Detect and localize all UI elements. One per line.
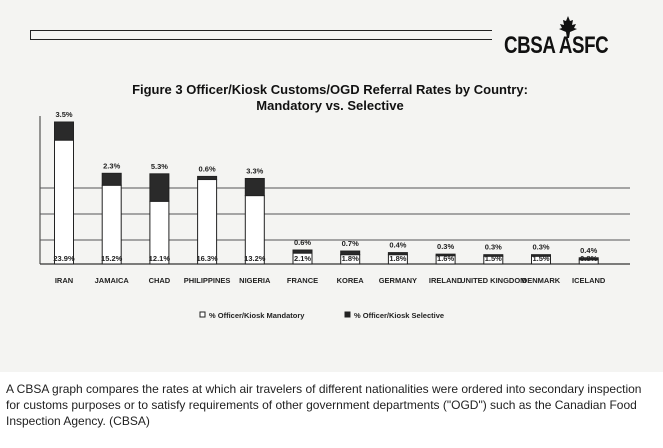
data-label-selective: 2.3% [103, 161, 120, 170]
bar-mandatory [101, 184, 122, 265]
data-label-mandatory: 0.8% [580, 254, 597, 263]
bar-selective [578, 257, 599, 261]
data-label-selective: 0.3% [485, 243, 502, 252]
bar-selective [435, 253, 456, 257]
labels-layer: 3.5% 23.9% IRAN 2.3% 15.2% JAMAICA 5.3% 12.1% CH… [53, 110, 606, 285]
bars-layer [54, 121, 599, 265]
data-label-selective: 0.3% [437, 242, 454, 251]
category-label: GERMANY [379, 276, 417, 285]
data-label-mandatory: 12.1% [149, 254, 171, 263]
bar-mandatory [54, 139, 74, 265]
chart-title: Figure 3 Officer/Kiosk Customs/OGD Refer… [100, 82, 560, 114]
bar-mandatory [197, 179, 218, 265]
category-label: CHAD [149, 276, 171, 285]
legend-label: % Officer/Kiosk Selective [354, 311, 444, 320]
category-label: NIGERIA [239, 276, 271, 285]
bar-chart: 3.5% 23.9% IRAN 2.3% 15.2% JAMAICA 5.3% 12.1% CH… [39, 110, 630, 320]
data-label-selective: 5.3% [151, 162, 168, 171]
data-label-selective: 0.6% [294, 238, 311, 247]
data-label-mandatory: 15.2% [101, 254, 123, 263]
data-label-mandatory: 2.1% [294, 254, 311, 263]
data-label-selective: 0.3% [532, 243, 549, 252]
scan-border-line [30, 30, 492, 40]
scanned-figure: CBSA ASFC Figure 3 Officer/Kiosk Customs… [0, 0, 663, 372]
data-label-selective: 0.4% [580, 246, 597, 255]
category-label: PHILIPPINES [184, 276, 231, 285]
data-label-selective: 0.6% [199, 164, 216, 173]
bar-selective [197, 175, 218, 181]
bar-selective [483, 254, 504, 257]
logo-text: CBSA ASFC [504, 32, 609, 59]
legend-swatch [199, 311, 206, 318]
category-label: IRAN [55, 276, 73, 285]
image-caption: A CBSA graph compares the rates at which… [6, 382, 642, 428]
legend-swatch [344, 311, 351, 318]
bar-selective [149, 173, 170, 202]
bar-selective [387, 252, 408, 256]
category-label: JAMAICA [95, 276, 130, 285]
category-label: UNITED KINGDOM [460, 276, 526, 285]
data-label-mandatory: 1.8% [342, 254, 359, 263]
bar-selective [101, 172, 122, 186]
data-label-selective: 0.4% [389, 241, 406, 250]
category-label: IRELAND [429, 276, 463, 285]
data-label-mandatory: 13.2% [244, 254, 266, 263]
data-label-mandatory: 1.5% [485, 254, 502, 263]
category-label: FRANCE [287, 276, 318, 285]
category-label: ICELAND [572, 276, 606, 285]
chart-title-line: Figure 3 Officer/Kiosk Customs/OGD Refer… [132, 82, 528, 97]
data-label-mandatory: 16.3% [196, 254, 218, 263]
legend-label: % Officer/Kiosk Mandatory [209, 311, 305, 320]
maple-leaf-icon [559, 16, 577, 38]
bar-selective [244, 177, 265, 197]
cbsa-logo: CBSA ASFC [498, 16, 638, 60]
data-label-selective: 3.5% [55, 110, 72, 119]
data-label-mandatory: 1.8% [389, 254, 406, 263]
category-label: DENMARK [522, 276, 561, 285]
bar-selective [531, 254, 551, 257]
data-label-mandatory: 23.9% [53, 254, 75, 263]
bar-selective [292, 249, 313, 254]
data-label-mandatory: 1.5% [532, 254, 549, 263]
legend: % Officer/Kiosk Mandatory % Officer/Kiosk… [199, 311, 444, 320]
chart-subtitle: Mandatory vs. Selective [256, 98, 404, 113]
data-label-mandatory: 1.6% [437, 254, 454, 263]
bar-selective [340, 250, 361, 256]
data-label-selective: 3.3% [246, 166, 263, 175]
category-label: KOREA [337, 276, 365, 285]
data-label-selective: 0.7% [342, 239, 359, 248]
bar-selective [54, 121, 74, 141]
